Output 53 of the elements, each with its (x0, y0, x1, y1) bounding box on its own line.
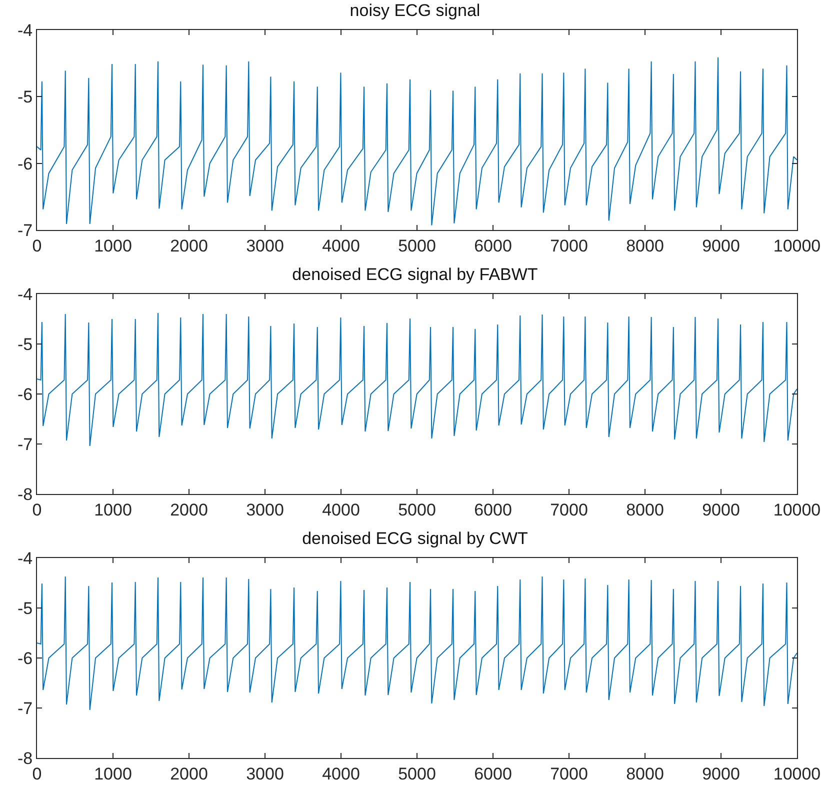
y-tick-label: -8 (17, 484, 33, 504)
y-tick-label: -7 (17, 434, 33, 454)
chart-title: noisy ECG signal (350, 0, 480, 20)
x-tick-label: 8000 (626, 764, 664, 784)
x-tick-label: 4000 (322, 764, 360, 784)
y-tick-label: -4 (17, 548, 33, 568)
chart-title: denoised ECG signal by CWT (302, 528, 528, 548)
x-tick-label: 6000 (474, 764, 512, 784)
x-tick-label: 3000 (246, 236, 284, 256)
x-tick-label: 0 (32, 236, 42, 256)
x-tick-label: 4000 (322, 236, 360, 256)
line-series (37, 56, 797, 226)
x-tick-label: 1000 (94, 764, 132, 784)
x-tick-label: 8000 (626, 500, 664, 520)
x-tick-label: 3000 (246, 764, 284, 784)
x-tick-label: 5000 (398, 500, 436, 520)
line-series (37, 312, 797, 446)
y-tick-label: -5 (17, 598, 33, 618)
x-tick-label: 1000 (94, 236, 132, 256)
y-tick-label: -7 (17, 220, 33, 240)
x-tick-label: 0 (32, 500, 42, 520)
x-tick-label: 3000 (246, 500, 284, 520)
y-tick-label: -6 (17, 384, 33, 404)
y-tick-label: -8 (17, 748, 33, 768)
chart-title: denoised ECG signal by FABWT (292, 264, 538, 284)
line-series (37, 576, 797, 710)
x-tick-label: 5000 (398, 236, 436, 256)
x-tick-label: 10000 (773, 500, 821, 520)
x-tick-label: 5000 (398, 764, 436, 784)
x-tick-label: 2000 (170, 236, 208, 256)
x-tick-label: 4000 (322, 500, 360, 520)
x-tick-label: 7000 (550, 764, 588, 784)
x-tick-label: 9000 (702, 764, 740, 784)
y-tick-label: -4 (17, 20, 33, 40)
x-tick-label: 10000 (773, 236, 821, 256)
y-tick-label: -5 (17, 88, 33, 107)
x-tick-label: 9000 (702, 236, 740, 256)
x-tick-label: 6000 (474, 236, 512, 256)
y-tick-label: -7 (17, 698, 33, 718)
x-tick-label: 6000 (474, 500, 512, 520)
x-tick-label: 2000 (170, 500, 208, 520)
x-tick-label: 7000 (550, 236, 588, 256)
y-tick-label: -6 (17, 648, 33, 668)
x-tick-label: 8000 (626, 236, 664, 256)
y-tick-label: -5 (17, 334, 33, 354)
x-tick-label: 0 (32, 764, 42, 784)
x-tick-label: 10000 (773, 764, 821, 784)
x-tick-label: 9000 (702, 500, 740, 520)
x-tick-label: 7000 (550, 500, 588, 520)
x-tick-label: 2000 (170, 764, 208, 784)
y-tick-label: -4 (17, 284, 33, 304)
x-tick-label: 1000 (94, 500, 132, 520)
y-tick-label: -6 (17, 154, 33, 174)
